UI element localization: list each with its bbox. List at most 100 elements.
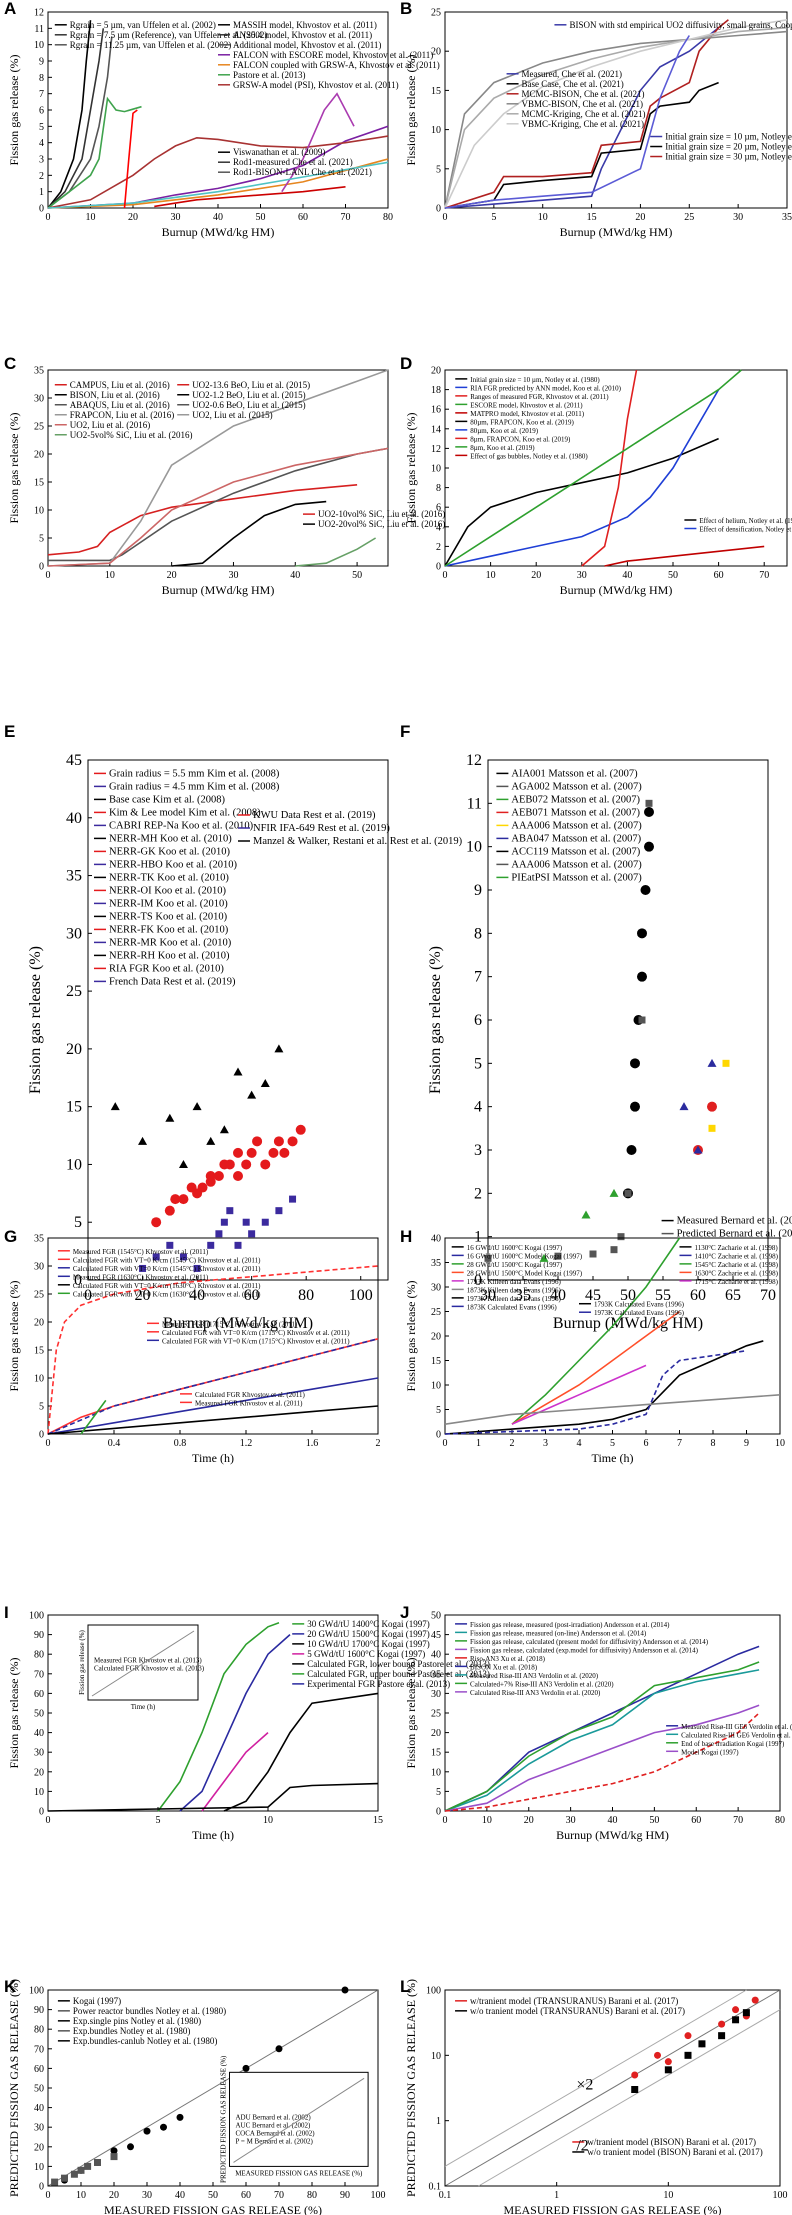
x-tick-label: 7 <box>677 1438 682 1449</box>
legend-entry: UO2-1.2 BeO, Liu et al. (2015) <box>192 390 305 400</box>
legend-entry: GRSW-A model (PSI), Khvostov et al. (201… <box>233 80 399 90</box>
series-line-0 <box>47 20 92 209</box>
data-point <box>94 2158 101 2166</box>
y-tick-label: 15 <box>431 1748 441 1759</box>
inset-x-label: Time (h) <box>131 1703 156 1711</box>
data-point <box>609 1188 619 1197</box>
series-line-5 <box>295 537 377 567</box>
series-line-4 <box>604 545 765 567</box>
data-point <box>654 2051 662 2059</box>
legend-entry: ACC119 Matsson et al. (2007) <box>511 846 640 857</box>
series-line-3 <box>47 1377 379 1435</box>
y-tick-label: 16 <box>431 405 441 416</box>
x-tick-label: 5 <box>610 1438 615 1449</box>
x-tick-label: 10 <box>486 570 496 581</box>
plot-frame <box>47 369 389 567</box>
y-axis-label: Fission gas release (%) <box>427 946 444 1094</box>
legend-entry: 1973K Killeen data Evans (1996) <box>467 1295 562 1303</box>
x-axis-label: Burnup (MWd/kg HM) <box>553 1315 703 1332</box>
x-tick-label: 0 <box>84 1287 92 1304</box>
legend-entry: 5 GWd/tU 1600°C Kogai (1997) <box>307 1649 425 1659</box>
data-point <box>279 1147 290 1158</box>
inset-frame <box>87 1624 199 1701</box>
series-line-1 <box>47 28 105 209</box>
legend-legend-mid: Measured FGR (1715°C) Khvostov et al. (2… <box>147 1320 350 1345</box>
data-point <box>110 2147 118 2155</box>
legend-entry: UO2-5vol% SiC, Liu et al. (2016) <box>70 430 193 440</box>
legend-entry: 1873K Calculated Evans (1996) <box>467 1303 558 1311</box>
y-tick-label: 2 <box>474 1185 482 1202</box>
series-line-10 <box>154 186 346 208</box>
legend-entry: Fission gas release, calculated (exp.mod… <box>470 1646 699 1654</box>
data-point <box>707 1101 717 1112</box>
data-point <box>84 2162 92 2170</box>
data-point <box>213 1171 224 1181</box>
legend-entry: 80µm, Koo et al. (2019) <box>470 427 538 435</box>
y-tick-label: 0 <box>39 1430 44 1441</box>
y-tick-label: 0.1 <box>429 2182 442 2193</box>
y-tick-label: 5 <box>39 122 44 133</box>
series-line-1 <box>444 1669 760 1812</box>
legend-legend-left: CAMPUS, Liu et al. (2016)BISON, Liu et a… <box>54 380 193 440</box>
data-point <box>708 1124 716 1132</box>
legend-entry: KWU Data Rest et al. (2019) <box>253 810 376 821</box>
legend-legend-top: Fission gas release, measured (post-irra… <box>455 1621 709 1697</box>
y-tick-label: 7 <box>474 969 482 986</box>
inset-curve <box>91 1630 195 1697</box>
panel-letter: J <box>400 1603 409 1622</box>
legend-entry: Kim & Lee model Kim et al. (2008) <box>109 807 261 818</box>
y-tick-label: 60 <box>34 2064 44 2075</box>
legend-entry: NFIR IFA-649 Rest et al. (2019) <box>253 823 390 834</box>
plot-frame <box>47 1237 379 1435</box>
x-axis-label: Burnup (MWd/kg HM) <box>560 583 673 597</box>
y-tick-label: 50 <box>34 1709 44 1720</box>
legend-entry: RIA FGR predicted by ANN model, Koo et a… <box>470 384 621 392</box>
chart-panel-l: L 0.1 1 10 100 0.1 1 10 100 MEASURED FISSION GAS … <box>400 1977 788 2215</box>
data-point <box>610 1246 618 1254</box>
y-tick-label: 0 <box>436 1807 441 1818</box>
legend-entry: Rod1-BISON-LANL Che et al. (2021) <box>233 167 372 177</box>
legend-entry: w/tranient model (BISON) Barani et al. (… <box>587 2137 756 2147</box>
legend-entry: Base case Kim et al. (2008) <box>109 794 226 805</box>
legend-entry: NERR-RH Koo et al. (2010) <box>109 950 230 961</box>
y-tick-label: 20 <box>431 366 441 377</box>
x-tick-label: 50 <box>620 1287 636 1304</box>
series-line-9 <box>123 109 138 209</box>
data-point <box>630 1058 640 1069</box>
y-axis-label: Fission gas release (%) <box>7 413 21 524</box>
legend-entry: NERR-OI Koo et al. (2010) <box>109 885 226 896</box>
data-point <box>193 1264 201 1272</box>
y-tick-label: 0 <box>39 204 44 215</box>
x-tick-label: 50 <box>256 212 266 223</box>
x-tick-label: 10 <box>482 1815 492 1826</box>
data-point <box>179 1253 187 1261</box>
x-tick-label: 4 <box>577 1438 582 1449</box>
x-tick-label: 10 <box>76 2190 86 2201</box>
legend-entry: French Data Rest et al. (2019) <box>109 976 236 987</box>
series-line-3 <box>47 369 389 567</box>
legend-entry: 10 GWd/tU 1700°C Kogai (1997) <box>307 1639 430 1649</box>
data-point <box>77 2166 85 2174</box>
y-tick-label: 0 <box>39 2182 44 2193</box>
series-line-2 <box>444 19 729 209</box>
legend-legend: AIA001 Matsson et al. (2007) AGA002 Matss… <box>496 768 642 883</box>
data-point <box>707 1058 717 1067</box>
x-tick-label: 30 <box>577 570 587 581</box>
y-tick-label: 30 <box>34 2123 44 2134</box>
y-tick-label: 1 <box>436 2116 441 2127</box>
data-point <box>275 2045 283 2053</box>
legend-entry: Effect of densification, Notley et al. (… <box>699 526 792 534</box>
x-tick-label: 30 <box>733 212 743 223</box>
y-tick-label: 40 <box>431 1650 441 1661</box>
series-line-6 <box>444 35 690 209</box>
x-tick-label: 20 <box>524 1815 534 1826</box>
x-tick-label: 1 <box>554 2190 559 2201</box>
x-tick-label: 1 <box>476 1438 481 1449</box>
legend-legend-bottom: Measured Bernard et al. (2002) Predicted … <box>661 1216 792 1240</box>
data-point <box>233 1171 243 1181</box>
legend-legend-top: Initial grain size = 10 µm, Notley et al… <box>455 376 622 460</box>
data-point <box>110 1102 120 1111</box>
x-tick-label: 70 <box>341 212 351 223</box>
